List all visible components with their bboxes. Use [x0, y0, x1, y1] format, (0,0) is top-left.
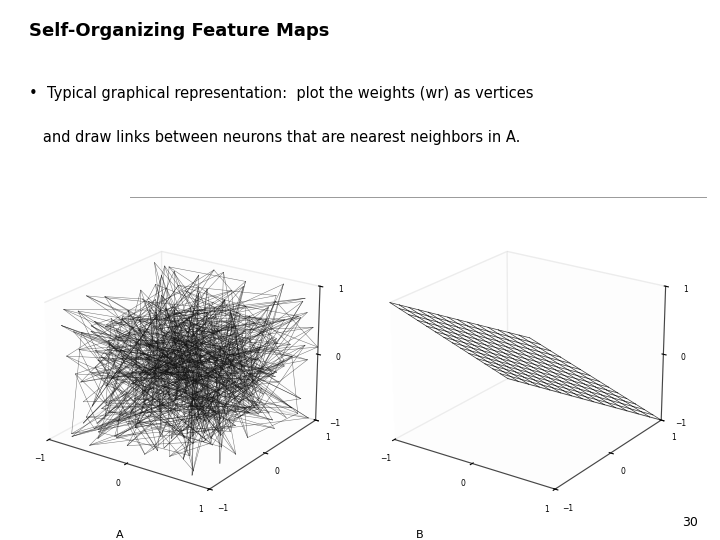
Text: Self-Organizing Feature Maps: Self-Organizing Feature Maps [29, 22, 329, 39]
Text: and draw links between neurons that are nearest neighbors in A.: and draw links between neurons that are … [29, 130, 520, 145]
Text: •  Typical graphical representation:  plot the weights (wr) as vertices: • Typical graphical representation: plot… [29, 86, 534, 102]
Text: A: A [116, 530, 123, 540]
Text: 30: 30 [683, 516, 698, 529]
Text: B: B [416, 530, 423, 540]
